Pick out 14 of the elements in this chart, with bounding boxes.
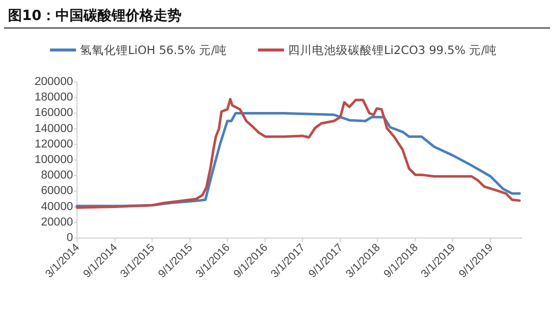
y-tick-label: 40000 bbox=[41, 200, 73, 213]
chart-title: 图10：中国碳酸锂价格走势 bbox=[8, 8, 182, 24]
y-tick-label: 20000 bbox=[41, 216, 73, 228]
y-tick-label: 60000 bbox=[41, 185, 73, 198]
y-tick-label: 180000 bbox=[34, 92, 73, 104]
legend-label: 氢氧化锂LiOH 56.5% 元/吨 bbox=[80, 43, 228, 57]
y-tick-label: 160000 bbox=[34, 107, 73, 120]
y-tick-label: 100000 bbox=[34, 154, 73, 166]
legend-label: 四川电池级碳酸锂Li2CO3 99.5% 元/吨 bbox=[288, 43, 498, 57]
y-tick-label: 120000 bbox=[34, 138, 73, 150]
y-tick-label: 80000 bbox=[41, 170, 73, 182]
y-tick-label: 0 bbox=[66, 232, 73, 244]
y-tick-label: 140000 bbox=[34, 122, 73, 135]
y-tick-label: 200000 bbox=[34, 76, 73, 88]
